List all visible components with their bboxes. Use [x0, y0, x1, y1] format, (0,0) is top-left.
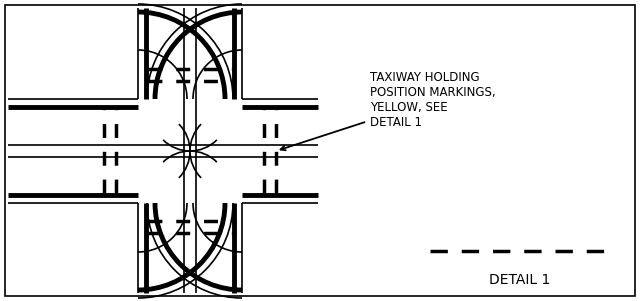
Text: DETAIL 1: DETAIL 1 [490, 273, 550, 287]
Text: TAXIWAY HOLDING
POSITION MARKINGS,
YELLOW, SEE
DETAIL 1: TAXIWAY HOLDING POSITION MARKINGS, YELLO… [280, 71, 495, 150]
